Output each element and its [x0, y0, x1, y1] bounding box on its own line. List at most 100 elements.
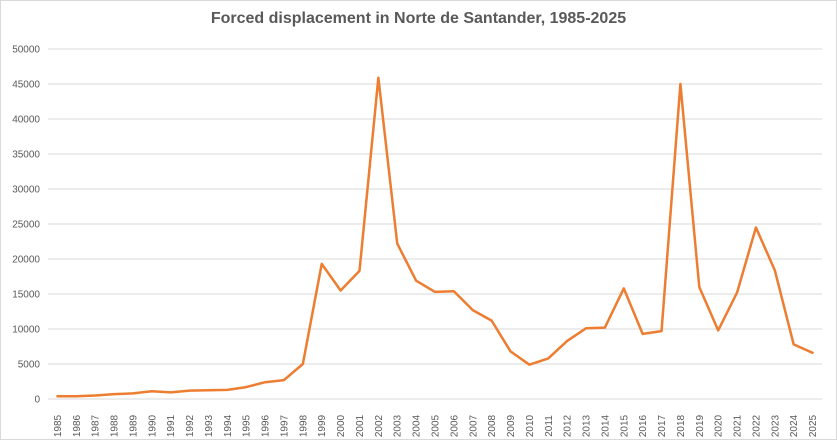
x-tick-label: 1993	[204, 414, 215, 437]
data-point-2010	[527, 363, 531, 367]
data-point-1998	[301, 362, 305, 366]
x-tick-label: 1997	[279, 414, 290, 437]
x-tick-label: 1989	[128, 414, 139, 437]
x-tick-label: 2009	[506, 414, 517, 437]
x-tick-label: 2017	[657, 414, 668, 437]
x-tick-label: 2025	[808, 414, 819, 437]
x-tick-label: 2015	[619, 414, 630, 437]
data-point-2011	[546, 356, 550, 360]
x-tick-label: 1999	[317, 414, 328, 437]
data-point-1997	[282, 378, 286, 382]
data-point-2004	[414, 279, 418, 283]
y-axis-tick-labels: 0 5000 10000 15000 20000 25000 30000 35000 40000…	[12, 45, 40, 406]
data-point-1996	[263, 380, 267, 384]
data-point-1995	[244, 385, 248, 389]
x-tick-label: 2010	[525, 414, 536, 437]
data-point-2020	[716, 328, 720, 332]
x-tick-label: 1987	[91, 414, 102, 437]
x-tick-label: 2008	[487, 414, 498, 437]
x-tick-label: 2001	[355, 414, 366, 437]
x-tick-label: 2018	[676, 414, 687, 437]
data-point-2022	[754, 226, 758, 230]
x-tick-label: 1990	[147, 414, 158, 437]
data-point-1990	[150, 389, 154, 393]
x-tick-label: 1995	[242, 414, 253, 437]
data-point-2019	[697, 285, 701, 289]
x-tick-label: 2012	[563, 414, 574, 437]
x-tick-label: 2020	[714, 414, 725, 437]
x-tick-label: 2003	[393, 414, 404, 437]
data-point-2024	[792, 342, 796, 346]
y-tick-label: 0	[34, 395, 40, 406]
series-layer	[55, 76, 815, 398]
x-tick-label: 2014	[600, 414, 611, 437]
data-point-1988	[112, 392, 116, 396]
x-tick-label: 2004	[412, 414, 423, 437]
y-tick-label: 45000	[12, 80, 40, 91]
x-tick-label: 2023	[770, 414, 781, 437]
x-tick-label: 1998	[298, 414, 309, 437]
data-point-2003	[395, 242, 399, 246]
data-point-1999	[320, 262, 324, 266]
data-point-2014	[603, 326, 607, 330]
x-tick-label: 1988	[110, 414, 121, 437]
data-point-2009	[509, 349, 513, 353]
x-tick-label: 2002	[374, 414, 385, 437]
data-point-1985	[55, 394, 59, 398]
data-point-2008	[490, 319, 494, 323]
x-tick-label: 2021	[733, 414, 744, 437]
x-tick-label: 1992	[185, 414, 196, 437]
data-point-1986	[74, 394, 78, 398]
x-tick-label: 2024	[789, 414, 800, 437]
data-point-2018	[678, 82, 682, 86]
chart-title: Forced displacement in Norte de Santande…	[210, 10, 627, 27]
data-point-2017	[660, 329, 664, 333]
x-axis-tick-labels: 1985 1986 1987 1988 1989 1990 1991 1992 1993 1994…	[53, 414, 819, 437]
y-tick-label: 35000	[12, 150, 40, 161]
x-tick-label: 2013	[582, 414, 593, 437]
series-line	[56, 76, 814, 398]
x-tick-label: 2006	[449, 414, 460, 437]
y-tick-label: 30000	[12, 185, 40, 196]
data-point-1989	[131, 391, 135, 395]
data-point-2005	[433, 290, 437, 294]
y-tick-label: 10000	[12, 325, 40, 336]
data-point-1993	[206, 388, 210, 392]
data-point-2016	[641, 332, 645, 336]
gridlines	[48, 48, 822, 400]
x-tick-label: 2007	[468, 414, 479, 437]
data-point-2023	[773, 268, 777, 272]
data-point-2013	[584, 326, 588, 330]
data-point-2001	[357, 269, 361, 273]
x-tick-label: 1996	[261, 414, 272, 437]
data-point-2000	[339, 289, 343, 293]
data-point-2025	[811, 351, 815, 355]
x-tick-label: 2005	[431, 414, 442, 437]
x-tick-label: 1994	[223, 414, 234, 437]
data-point-2006	[452, 289, 456, 293]
y-tick-label: 50000	[12, 45, 40, 56]
x-tick-label: 1991	[166, 414, 177, 437]
data-point-2012	[565, 339, 569, 343]
data-point-1992	[188, 389, 192, 393]
y-tick-label: 25000	[12, 220, 40, 231]
y-tick-label: 15000	[12, 290, 40, 301]
data-point-1991	[169, 390, 173, 394]
data-point-1994	[225, 388, 229, 392]
x-tick-label: 2000	[336, 414, 347, 437]
y-tick-label: 20000	[12, 255, 40, 266]
x-tick-label: 1986	[72, 414, 83, 437]
y-tick-label: 5000	[18, 360, 41, 371]
x-tick-label: 1985	[53, 414, 64, 437]
x-tick-label: 2022	[751, 414, 762, 437]
data-point-2015	[622, 286, 626, 290]
y-tick-label: 40000	[12, 115, 40, 126]
data-point-1987	[93, 394, 97, 398]
data-point-2021	[735, 291, 739, 295]
data-point-2002	[376, 76, 380, 80]
x-tick-label: 2016	[638, 414, 649, 437]
x-tick-label: 2011	[544, 415, 555, 437]
x-tick-label: 2019	[695, 414, 706, 437]
